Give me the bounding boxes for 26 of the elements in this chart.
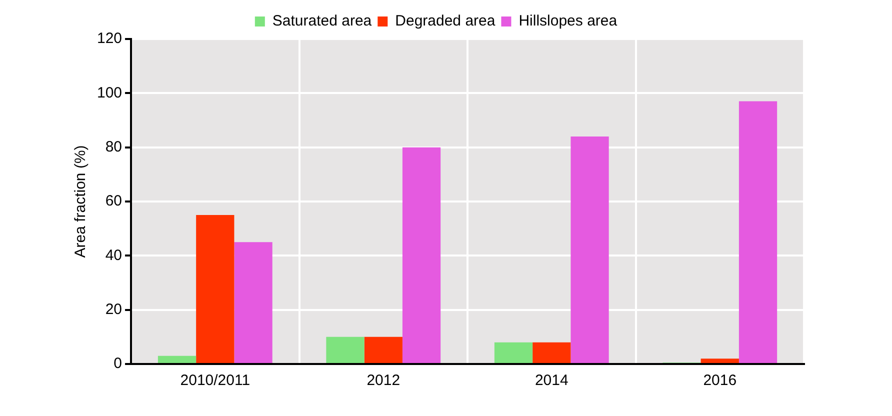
bar — [402, 147, 441, 363]
bar — [738, 101, 778, 363]
bar — [234, 242, 272, 363]
bar — [570, 136, 609, 363]
y-tick-label: 0 — [114, 355, 122, 372]
bar — [494, 342, 533, 363]
y-tick-label: 100 — [96, 84, 122, 102]
bar — [700, 358, 739, 363]
legend-label: Saturated area — [272, 12, 372, 30]
bar — [326, 336, 364, 363]
bar — [532, 342, 571, 363]
y-tick-label: 40 — [105, 246, 122, 264]
y-axis-title: Area fraction (%) — [72, 145, 90, 258]
legend-label: Degraded area — [395, 12, 496, 30]
x-tick-label: 2016 — [703, 372, 737, 390]
legend-label: Hillslopes area — [518, 12, 618, 30]
y-tick-label: 60 — [105, 192, 122, 210]
x-tick-label: 2010/2011 — [180, 372, 250, 390]
x-tick-label: 2014 — [534, 372, 568, 390]
y-tick-label: 80 — [105, 138, 122, 156]
y-tick-label: 20 — [105, 300, 122, 318]
bar — [158, 356, 196, 363]
bar — [196, 215, 234, 363]
bar — [364, 336, 402, 363]
x-tick-label: 2012 — [366, 372, 400, 390]
y-tick-label: 120 — [96, 30, 122, 48]
